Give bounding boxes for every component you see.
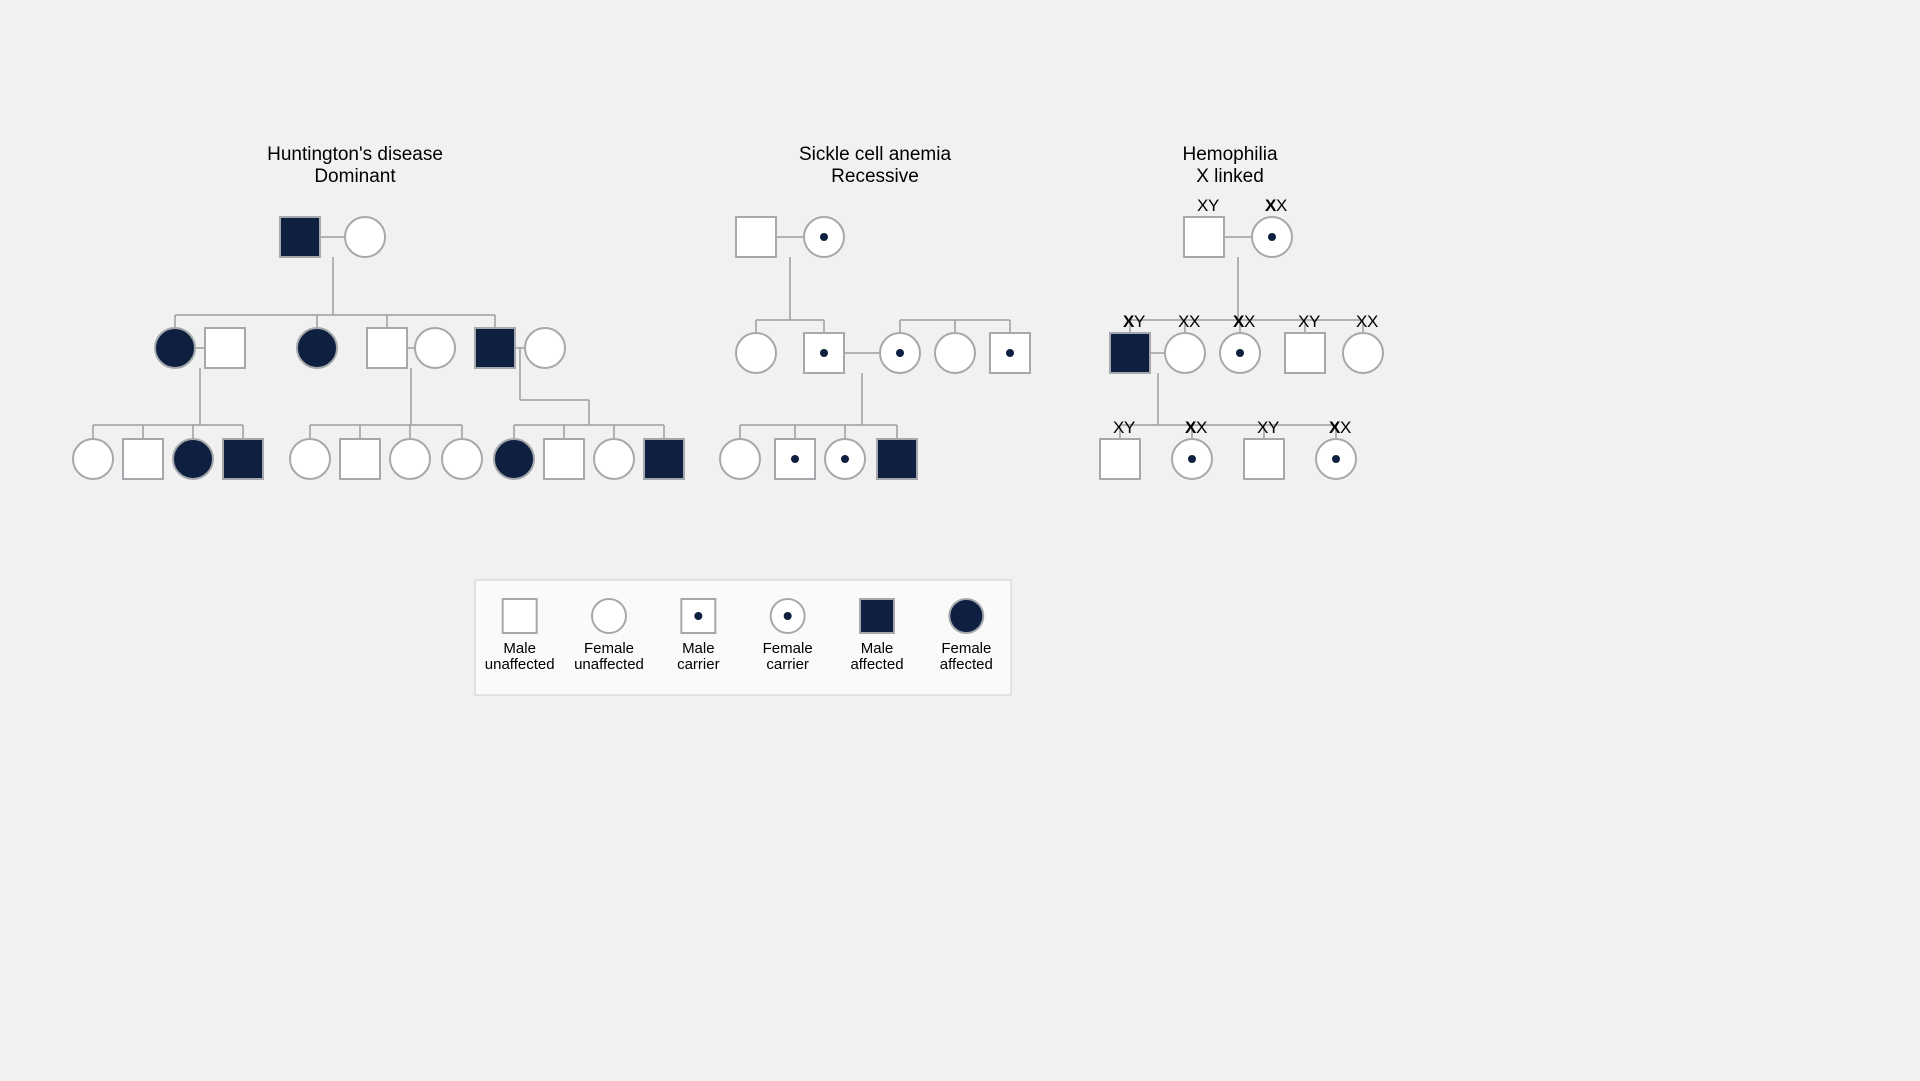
legend-label: Male xyxy=(861,640,894,657)
legend-label: affected xyxy=(850,656,903,673)
s-g3-1 xyxy=(720,439,760,479)
x-g3-1 xyxy=(1100,439,1140,479)
h-g1-2 xyxy=(345,217,385,257)
x-g3-2 xyxy=(1172,439,1212,479)
legend-symbol xyxy=(503,599,537,633)
legend-label: Male xyxy=(503,640,536,657)
pedigree-subtitle: Dominant xyxy=(314,166,396,187)
legend-symbol xyxy=(592,599,626,633)
h-g3-5 xyxy=(290,439,330,479)
legend-label: carrier xyxy=(677,656,720,673)
genotype-label: X xyxy=(1178,312,1189,331)
x-g2-3 xyxy=(1220,333,1260,373)
genotype-label: Y xyxy=(1268,418,1279,437)
legend: MaleunaffectedFemaleunaffectedMalecarrie… xyxy=(475,580,1011,695)
legend-label: unaffected xyxy=(574,656,644,673)
h-g3-9 xyxy=(494,439,534,479)
genotype-label: X xyxy=(1113,418,1124,437)
legend-symbol xyxy=(681,599,715,633)
s-g2-2 xyxy=(804,333,844,373)
legend-label: affected xyxy=(940,656,993,673)
pedigree-title: Hemophilia xyxy=(1182,144,1277,165)
s-g2-1 xyxy=(736,333,776,373)
h-g3-3 xyxy=(173,439,213,479)
h-g2-5 xyxy=(415,328,455,368)
h-g3-11 xyxy=(594,439,634,479)
legend-label: Female xyxy=(763,640,813,657)
genotype-label: X xyxy=(1367,312,1378,331)
h-g3-10 xyxy=(544,439,584,479)
h-g3-1 xyxy=(73,439,113,479)
s-g3-3 xyxy=(825,439,865,479)
h-g2-3 xyxy=(297,328,337,368)
genotype-label: Y xyxy=(1309,312,1320,331)
legend-symbol xyxy=(771,599,805,633)
genotype-label: X xyxy=(1196,418,1207,437)
h-g2-6 xyxy=(475,328,515,368)
pedigree-diagram: Huntington's diseaseDominant Sickle cell … xyxy=(0,0,1920,1081)
s-g3-2 xyxy=(775,439,815,479)
genotype-label: Y xyxy=(1134,312,1145,331)
legend-symbol xyxy=(860,599,894,633)
h-g3-2 xyxy=(123,439,163,479)
h-g3-4 xyxy=(223,439,263,479)
x-g3-3 xyxy=(1244,439,1284,479)
s-g2-3 xyxy=(880,333,920,373)
genotype-label: X xyxy=(1257,418,1268,437)
genotype-label: Y xyxy=(1208,196,1219,215)
h-g2-1 xyxy=(155,328,195,368)
h-g2-4 xyxy=(367,328,407,368)
h-g3-7 xyxy=(390,439,430,479)
genotype-label: X xyxy=(1356,312,1367,331)
x-g2-5 xyxy=(1343,333,1383,373)
pedigree-title: Huntington's disease xyxy=(267,144,443,165)
legend-label: carrier xyxy=(766,656,809,673)
legend-label: Female xyxy=(584,640,634,657)
genotype-label: X xyxy=(1244,312,1255,331)
h-g3-12 xyxy=(644,439,684,479)
s-g3-4 xyxy=(877,439,917,479)
genotype-label: Y xyxy=(1124,418,1135,437)
s-g1-2 xyxy=(804,217,844,257)
x-g2-4 xyxy=(1285,333,1325,373)
h-g2-7 xyxy=(525,328,565,368)
genotype-label: X xyxy=(1340,418,1351,437)
x-g1-2 xyxy=(1252,217,1292,257)
legend-label: Female xyxy=(941,640,991,657)
h-g1-1 xyxy=(280,217,320,257)
pedigree-subtitle: X linked xyxy=(1196,166,1264,187)
h-g3-6 xyxy=(340,439,380,479)
genotype-label: X xyxy=(1197,196,1208,215)
x-g3-4 xyxy=(1316,439,1356,479)
x-g2-1 xyxy=(1110,333,1150,373)
x-g2-2 xyxy=(1165,333,1205,373)
genotype-label: X xyxy=(1298,312,1309,331)
s-g1-1 xyxy=(736,217,776,257)
legend-symbol xyxy=(949,599,983,633)
genotype-label: X xyxy=(1189,312,1200,331)
h-g3-8 xyxy=(442,439,482,479)
x-g1-1 xyxy=(1184,217,1224,257)
h-g2-2 xyxy=(205,328,245,368)
s-g2-5 xyxy=(990,333,1030,373)
genotype-label: X xyxy=(1276,196,1287,215)
legend-label: unaffected xyxy=(485,656,555,673)
s-g2-4 xyxy=(935,333,975,373)
pedigree-title: Sickle cell anemia xyxy=(799,144,951,165)
legend-label: Male xyxy=(682,640,715,657)
pedigree-subtitle: Recessive xyxy=(831,166,919,187)
